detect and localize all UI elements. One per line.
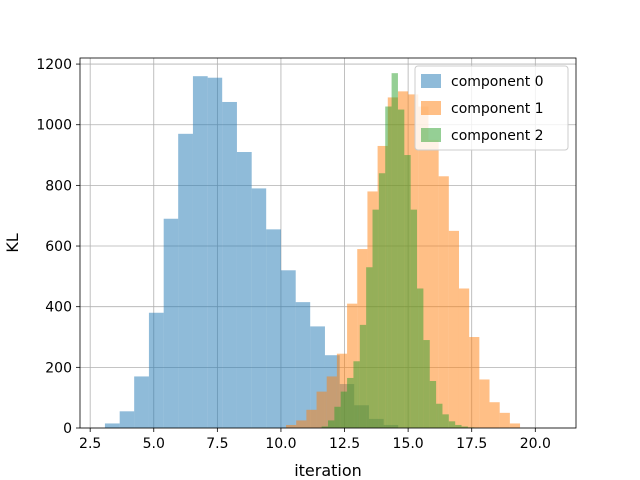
histogram-bar [326, 376, 337, 428]
x-tick-label: 20.0 [520, 436, 551, 452]
legend-label: component 2 [451, 128, 544, 144]
legend-swatch [421, 74, 441, 88]
histogram-bar [104, 423, 120, 428]
histogram-bar [207, 77, 223, 429]
histogram-bar [428, 139, 439, 428]
series-2-bars [321, 73, 475, 429]
histogram-bar [280, 270, 296, 428]
x-axis-ticks: 2.5 5.0 7.5 10.0 12.5 15.0 17.5 20.0 [79, 428, 551, 452]
x-tick-label: 12.5 [329, 436, 360, 452]
histogram-bar [178, 133, 193, 428]
x-tick-label: 17.5 [456, 436, 487, 452]
histogram-bar [378, 173, 386, 428]
histogram-bar [336, 353, 348, 428]
histogram-bar [148, 312, 164, 428]
histogram-bar [458, 288, 470, 428]
histogram-bar [448, 421, 456, 428]
histogram-bar [347, 303, 358, 428]
histogram-bar [372, 209, 379, 428]
histogram-bar [448, 230, 459, 428]
histogram-bar [347, 377, 354, 428]
histogram-bar [328, 420, 335, 428]
x-axis-label: iteration [294, 461, 362, 480]
histogram-bar [251, 188, 267, 428]
x-tick-label: 15.0 [393, 436, 424, 452]
histogram-bar [286, 424, 297, 428]
legend-label: component 0 [451, 74, 544, 90]
histogram-bar [469, 337, 480, 428]
histogram-bar [119, 411, 135, 428]
histogram-bar [385, 106, 392, 428]
histogram-bar [404, 155, 411, 428]
histogram-bar [418, 106, 429, 428]
histogram-bar [134, 376, 149, 428]
histogram-bar [366, 267, 373, 428]
legend: component 0 component 1 component 2 [414, 65, 569, 151]
histogram-bar [442, 414, 449, 428]
histogram-bar [391, 73, 398, 428]
plot-frame [79, 57, 577, 429]
histogram-bar [266, 229, 281, 428]
histogram-bar [417, 288, 424, 428]
histogram-bar [499, 412, 510, 428]
histogram-bar [296, 420, 307, 428]
y-axis-ticks: 0 200 400 600 800 1000 1200 [36, 57, 80, 437]
y-tick-label: 600 [45, 239, 72, 255]
histogram-bar [295, 302, 311, 428]
histogram-bar [236, 152, 252, 428]
y-tick-label: 0 [63, 421, 72, 437]
histogram-bar [353, 361, 360, 428]
x-tick-label: 10.0 [265, 436, 296, 452]
x-tick-label: 2.5 [79, 436, 101, 452]
y-tick-label: 1000 [36, 118, 72, 134]
y-tick-label: 800 [45, 178, 72, 194]
histogram-bar [359, 324, 367, 428]
y-axis-label: KL [3, 233, 22, 252]
legend-swatch [421, 128, 441, 142]
histogram-bar [306, 409, 317, 428]
histogram-bar [334, 406, 341, 428]
legend-label: component 1 [451, 101, 544, 117]
legend-swatch [421, 101, 441, 115]
y-tick-label: 200 [45, 360, 72, 376]
histogram-bar [316, 391, 327, 428]
histogram-bar [163, 218, 179, 428]
histogram-bar [509, 423, 521, 428]
histogram-bar [423, 340, 430, 428]
x-tick-label: 5.0 [143, 436, 165, 452]
histogram-bar [222, 101, 237, 429]
histogram-bar [455, 424, 462, 428]
y-tick-label: 400 [45, 300, 72, 316]
y-tick-label: 1200 [36, 57, 72, 73]
histogram-bar [397, 109, 405, 429]
histogram-bar [321, 426, 328, 428]
x-tick-label: 7.5 [206, 436, 228, 452]
histogram-bar [461, 426, 468, 428]
histogram-bar [340, 391, 348, 428]
histogram-bar [192, 76, 208, 429]
histogram-bar [479, 379, 490, 428]
histogram-bar [410, 209, 418, 428]
histogram-bars [104, 73, 521, 429]
histogram-bar [429, 380, 437, 428]
histogram-bar [436, 403, 443, 428]
histogram-bar [438, 176, 449, 428]
legend-box [414, 65, 569, 151]
histogram-bar [489, 402, 500, 428]
